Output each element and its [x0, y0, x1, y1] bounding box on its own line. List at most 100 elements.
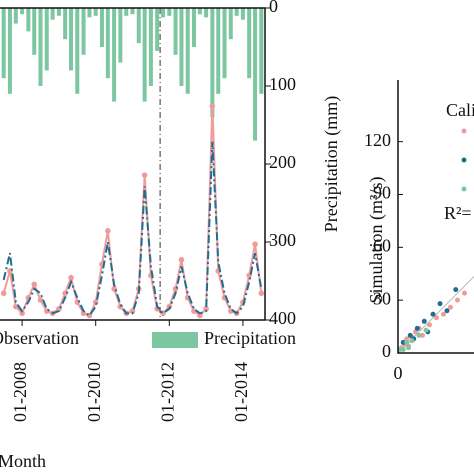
precip-bar: [247, 8, 252, 79]
flow-marker: [178, 257, 185, 263]
precip-bar: [142, 8, 147, 102]
precip-bar: [234, 8, 239, 16]
precip-bar: [204, 8, 209, 18]
legend-marker: [461, 186, 467, 192]
flow-marker: [105, 228, 111, 234]
x-tick-label: 01-2010: [84, 362, 104, 422]
flow-marker: [197, 312, 203, 319]
y2-tick-label: 400: [269, 308, 296, 328]
flow-marker: [80, 310, 87, 317]
y2-tick-label: 300: [269, 230, 296, 250]
scatter-point: [462, 290, 467, 296]
y-tick-label: 120: [364, 130, 391, 150]
legend-marker: [461, 128, 467, 134]
scatter-point: [427, 322, 432, 328]
flow-marker: [37, 297, 44, 303]
x-tick-label: 01-2012: [157, 362, 177, 422]
precip-bar: [228, 8, 233, 40]
precip-bar: [191, 8, 196, 47]
precip-bar: [173, 8, 178, 55]
precip-bar: [69, 8, 74, 71]
scatter-point: [414, 325, 420, 331]
y-tick-label: 30: [373, 288, 391, 308]
y2-tick-label: 0: [269, 0, 278, 16]
x-tick-label: 01-2014: [231, 362, 251, 422]
flow-marker: [209, 103, 216, 109]
y2-axis-label: Precipitation (mm): [321, 96, 342, 232]
flow-marker: [68, 274, 74, 281]
precip-bar: [56, 8, 61, 16]
flow-marker: [0, 290, 7, 297]
flow-marker: [258, 290, 265, 297]
precip-bar: [216, 8, 221, 94]
precip-bar: [105, 8, 110, 79]
legend-label: Precipitation: [204, 328, 296, 348]
precip-bar: [32, 8, 37, 55]
precip-bar: [118, 8, 123, 63]
precip-bar: [167, 8, 172, 16]
scatter-point: [453, 287, 459, 293]
legend-marker: [461, 157, 467, 163]
y-tick-label: 60: [373, 235, 391, 255]
scatter-point: [430, 311, 436, 317]
precip-bar: [38, 8, 43, 86]
scatter-point: [420, 332, 425, 338]
scatter-point: [400, 346, 406, 352]
precip-bar: [124, 8, 129, 16]
scatter-point: [416, 332, 422, 338]
scatter-point: [437, 301, 443, 307]
precip-bar: [63, 8, 68, 40]
precip-bar: [99, 8, 104, 47]
scatter-point: [455, 297, 460, 303]
precip-bar: [13, 8, 18, 24]
flow-marker: [129, 308, 136, 314]
precip-bar: [75, 8, 80, 94]
flow-marker: [141, 172, 148, 178]
flow-marker: [203, 306, 209, 312]
precip-bar: [155, 8, 160, 51]
x-axis-label: Month: [0, 451, 46, 471]
precip-bar: [81, 8, 86, 55]
precip-bar: [210, 8, 215, 118]
precip-bar: [20, 8, 25, 15]
flow-line: [2, 141, 263, 317]
precip-bar: [112, 8, 117, 102]
precip-bar: [179, 8, 184, 86]
legend-title: Cali: [446, 100, 474, 120]
y2-tick-label: 200: [269, 152, 296, 172]
scatter-point: [400, 339, 406, 345]
flow-marker: [252, 241, 258, 248]
legend-label: Observation: [0, 328, 79, 348]
precip-bar: [222, 8, 227, 79]
precip-bar: [87, 8, 92, 18]
precip-bar: [50, 8, 55, 20]
precip-bar: [253, 8, 258, 141]
scatter-point: [448, 304, 453, 310]
flow-marker: [19, 310, 25, 317]
precip-bar: [185, 8, 190, 94]
precip-bar: [130, 8, 135, 15]
precip-bar: [240, 8, 245, 20]
precip-bar: [148, 8, 153, 86]
legend-swatch: [152, 332, 198, 348]
flow-marker: [117, 303, 124, 310]
x-tick-label: 0: [394, 363, 403, 383]
scatter-point: [421, 318, 427, 324]
x-tick-label: 01-2008: [10, 362, 30, 422]
y-axis-label: Simulation (m³/s): [366, 177, 387, 304]
precip-bar: [161, 8, 166, 18]
scatter-point: [404, 339, 410, 345]
annotation: R²=: [444, 203, 472, 223]
precip-bar: [1, 8, 6, 79]
scatter-point: [406, 345, 411, 351]
precip-bar: [259, 8, 264, 94]
scatter-point: [423, 327, 429, 333]
flow-marker: [191, 308, 197, 314]
y-tick-label: 0: [382, 341, 391, 361]
flow-marker: [31, 281, 38, 288]
precip-bar: [197, 8, 202, 15]
precip-bar: [136, 8, 141, 44]
scatter-point: [434, 315, 439, 321]
precip-bar: [44, 8, 49, 71]
